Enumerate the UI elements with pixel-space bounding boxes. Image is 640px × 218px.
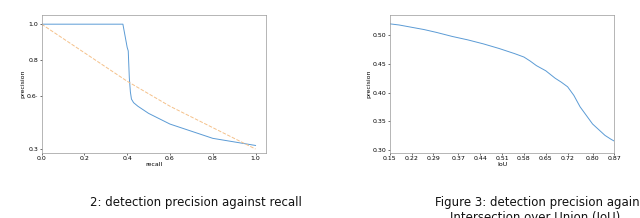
X-axis label: recall: recall (145, 162, 163, 167)
Text: 2: detection precision against recall: 2: detection precision against recall (90, 196, 301, 209)
Text: Figure 3: detection precision again
    Intersection over Union (IoU): Figure 3: detection precision again Inte… (435, 196, 640, 218)
Y-axis label: precision: precision (366, 70, 371, 98)
X-axis label: IoU: IoU (497, 162, 508, 167)
Y-axis label: precision: precision (20, 70, 25, 98)
